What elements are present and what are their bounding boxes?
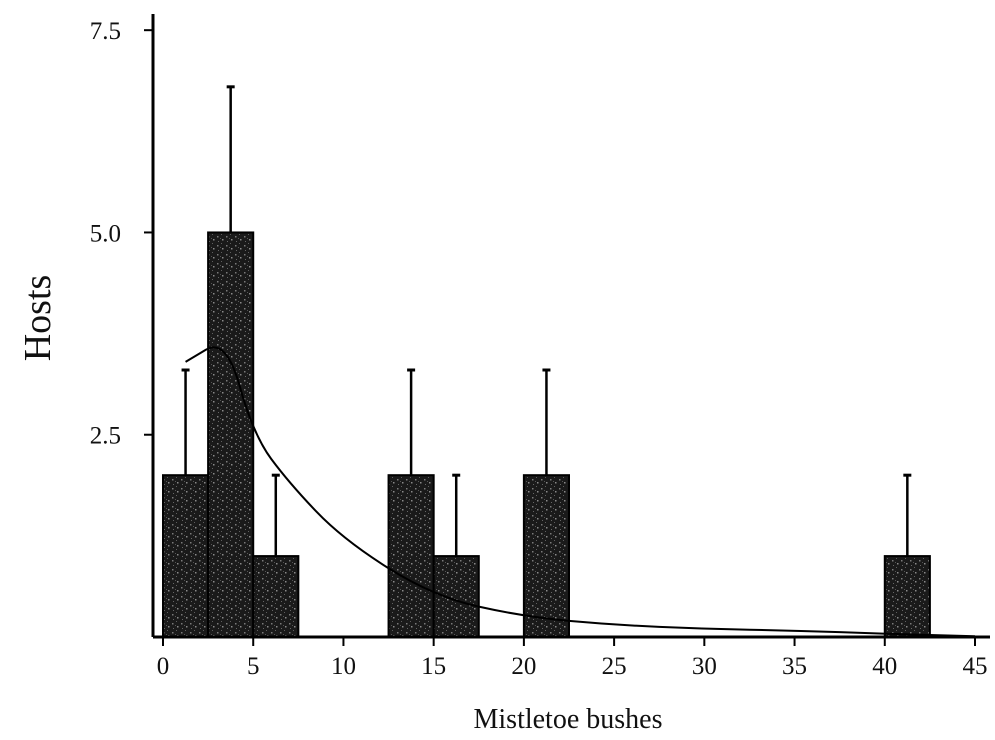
x-tick-label: 35 bbox=[782, 653, 807, 680]
bar-5 bbox=[522, 474, 571, 638]
bar-0 bbox=[162, 474, 210, 638]
error-bars-group bbox=[181, 85, 912, 557]
y-tick-label: 7.5 bbox=[90, 18, 121, 45]
x-tick-label: 25 bbox=[602, 653, 627, 680]
y-ticks-group: 2.5 5.0 7.5 bbox=[90, 18, 153, 450]
x-tick-label: 40 bbox=[872, 653, 897, 680]
bar-1 bbox=[207, 231, 255, 638]
x-axis-title: Mistletoe bushes bbox=[474, 704, 663, 735]
y-tick-label: 2.5 bbox=[90, 423, 121, 450]
x-tick-label: 0 bbox=[157, 653, 170, 680]
x-tick-label: 30 bbox=[692, 653, 717, 680]
bar-2 bbox=[252, 555, 300, 638]
fit-curve-line bbox=[185, 346, 976, 638]
x-ticks-group: 0 5 10 15 20 25 30 35 40 45 bbox=[157, 637, 988, 680]
x-tick-label: 20 bbox=[511, 653, 536, 680]
x-tick-label: 15 bbox=[421, 653, 446, 680]
x-tick-label: 45 bbox=[963, 653, 988, 680]
bar-3 bbox=[387, 474, 435, 638]
x-tick-label: 5 bbox=[247, 653, 260, 680]
y-axis-title: Hosts bbox=[17, 275, 59, 362]
bar-4 bbox=[432, 555, 480, 638]
bar-6 bbox=[883, 555, 931, 638]
y-tick-label: 5.0 bbox=[90, 220, 121, 247]
x-tick-label: 10 bbox=[331, 653, 356, 680]
